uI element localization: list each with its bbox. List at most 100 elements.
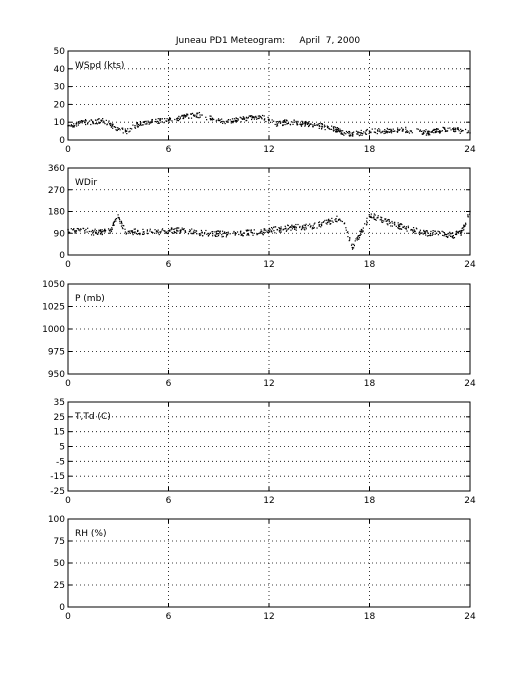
data-point — [336, 221, 338, 223]
data-point — [467, 131, 469, 134]
data-point — [463, 227, 465, 229]
data-point — [318, 225, 320, 227]
data-point — [212, 117, 214, 120]
data-point — [274, 123, 276, 126]
data-point — [151, 121, 153, 123]
data-point — [353, 245, 356, 247]
data-point — [331, 125, 333, 127]
data-point — [247, 117, 249, 119]
data-point — [85, 228, 87, 231]
data-point — [223, 231, 226, 233]
data-point — [139, 123, 141, 125]
data-point — [369, 131, 371, 133]
data-point — [294, 228, 296, 230]
data-point — [173, 232, 175, 234]
data-point — [326, 219, 328, 221]
data-point — [276, 125, 279, 127]
data-point — [241, 118, 243, 120]
data-point — [222, 232, 224, 235]
data-point — [139, 124, 141, 127]
data-point — [72, 229, 74, 231]
data-point — [186, 115, 188, 117]
data-point — [118, 218, 120, 220]
data-point — [118, 217, 120, 219]
data-point — [436, 128, 438, 131]
x-tick-label: 0 — [65, 379, 71, 389]
data-point — [260, 117, 263, 119]
data-point — [382, 221, 384, 224]
data-point — [287, 228, 289, 230]
data-point — [241, 233, 243, 235]
data-point — [379, 130, 381, 133]
data-point — [345, 229, 347, 231]
data-point — [400, 228, 403, 230]
data-point — [212, 231, 214, 233]
data-point — [373, 215, 375, 217]
data-point — [137, 125, 139, 127]
data-point — [304, 121, 306, 124]
data-point — [296, 122, 298, 124]
data-point — [154, 120, 156, 123]
data-point — [171, 232, 174, 234]
data-point — [78, 122, 80, 124]
data-point — [285, 230, 288, 232]
data-point — [168, 118, 170, 120]
data-point — [125, 233, 127, 235]
data-point — [289, 123, 291, 126]
data-point — [423, 132, 425, 134]
data-point — [445, 129, 447, 132]
data-point — [136, 233, 138, 235]
data-point — [72, 126, 74, 128]
y-tick-label: 15 — [54, 428, 65, 438]
data-point — [303, 228, 305, 230]
data-point — [195, 116, 197, 118]
data-point — [193, 115, 195, 117]
data-point — [239, 116, 241, 118]
data-point — [268, 230, 270, 232]
data-point — [136, 123, 138, 125]
panel-label: WSpd (kts) — [75, 61, 124, 71]
data-point — [234, 233, 237, 235]
data-point — [399, 128, 401, 130]
data-point — [263, 228, 265, 230]
data-point — [392, 128, 394, 130]
data-point — [181, 115, 183, 117]
data-point — [337, 130, 339, 133]
data-point — [216, 233, 219, 235]
data-point — [223, 232, 225, 234]
data-point — [397, 129, 399, 131]
data-point — [177, 117, 179, 119]
data-point — [286, 123, 288, 125]
data-point — [237, 119, 239, 121]
data-point — [125, 232, 128, 234]
data-point — [278, 230, 280, 232]
data-point — [246, 233, 249, 235]
panel-1: 0 6 12 18 24 0 10 20 30 40 50 WSpd (kts) — [54, 47, 476, 155]
data-point — [178, 232, 181, 234]
data-point — [360, 129, 362, 132]
data-point — [434, 128, 436, 131]
data-point — [259, 231, 262, 233]
data-point — [284, 123, 286, 126]
data-point — [256, 118, 258, 120]
data-point — [117, 127, 119, 129]
data-point — [457, 128, 459, 130]
data-point — [457, 127, 459, 129]
data-point — [318, 123, 320, 125]
panel-label: WDir — [75, 178, 97, 188]
data-point — [124, 228, 126, 230]
data-point — [358, 131, 360, 134]
data-point — [224, 232, 226, 234]
data-point — [307, 125, 310, 128]
data-point — [221, 230, 224, 232]
data-point — [441, 230, 443, 232]
data-point — [442, 126, 444, 129]
data-point — [225, 236, 227, 238]
data-point — [129, 232, 131, 234]
data-point — [426, 235, 429, 237]
x-tick-label: 12 — [263, 379, 274, 389]
data-point — [326, 126, 329, 129]
data-point — [210, 115, 212, 117]
data-point — [164, 118, 166, 120]
data-point — [372, 217, 374, 219]
